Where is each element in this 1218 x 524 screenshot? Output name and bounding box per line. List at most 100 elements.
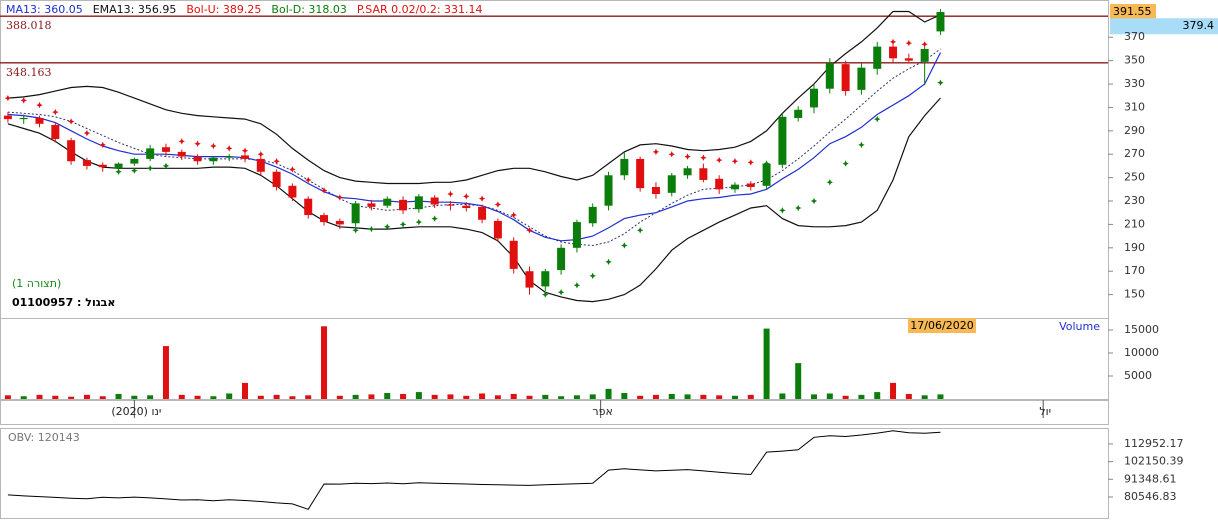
candle-body (778, 116, 787, 165)
candle-body (936, 12, 945, 32)
sar-point (684, 153, 691, 160)
volume-bar (257, 395, 264, 399)
sar-point (146, 165, 154, 172)
volume-bar (194, 395, 201, 399)
volume-bar (273, 394, 280, 399)
candle-body (272, 171, 281, 187)
candle-body (193, 156, 202, 162)
sar-point (747, 159, 754, 166)
volume-bar (162, 346, 169, 399)
candle-body (399, 199, 408, 211)
y-tick-label: 350 (1124, 54, 1145, 67)
sar-point (336, 194, 344, 201)
volume-bar (526, 395, 533, 399)
volume-bar (241, 382, 248, 399)
sar-point (447, 190, 454, 198)
volume-bar (921, 395, 928, 399)
candle-body (541, 271, 550, 287)
candle-body (525, 271, 534, 288)
volume-bar (20, 396, 27, 399)
legend-entry: Bol-D: 318.03 (271, 3, 346, 16)
security-name: 01100957 : אבגול (12, 296, 115, 309)
y-tick-label: 230 (1124, 194, 1145, 207)
sar-point (921, 41, 928, 48)
sar-point (83, 129, 91, 137)
candle-body (557, 247, 566, 271)
volume-bar (842, 395, 849, 399)
candle-body (746, 183, 755, 187)
sar-point (67, 118, 75, 125)
volume-bar (99, 396, 106, 399)
sar-point (874, 115, 881, 123)
x-tick-label: אפר (592, 405, 612, 418)
volume-bar (826, 393, 833, 399)
sar-point (415, 218, 423, 226)
candle-body (256, 158, 265, 172)
obv-title: OBV: 120143 (8, 431, 80, 444)
indicator-line (7, 52, 942, 242)
volume-bar (368, 394, 375, 399)
volume-bar (210, 396, 217, 399)
volume-bar (178, 394, 185, 399)
volume-bar (494, 395, 501, 399)
sar-point (542, 291, 549, 298)
volume-bar (652, 394, 659, 399)
candle-body (841, 64, 850, 92)
sar-point (384, 223, 391, 230)
legend-entry: EMA13: 356.95 (93, 3, 177, 16)
volume-bar (463, 395, 470, 399)
caption: (תצורה 1) (12, 277, 61, 290)
sar-point (431, 215, 438, 222)
candle-body (19, 117, 28, 120)
y-tick-label: 250 (1124, 171, 1145, 184)
volume-bar (447, 394, 454, 399)
sar-point (225, 145, 233, 152)
volume-title: Volume (1059, 320, 1100, 333)
volume-bar (795, 363, 802, 399)
sar-point (795, 204, 802, 212)
level-label: 388.018 (6, 19, 52, 32)
candle-body (794, 109, 803, 118)
sar-point (463, 193, 470, 200)
candle-body (478, 206, 487, 220)
sar-point (510, 211, 517, 219)
volume-bar (621, 393, 628, 399)
volume-bar (305, 395, 312, 399)
sar-point (652, 148, 660, 156)
candle-body (572, 222, 581, 248)
sar-point (115, 168, 122, 175)
candle-body (762, 163, 771, 186)
y-tick-label: 112952.17 (1124, 437, 1184, 450)
y-tick-label: 210 (1124, 217, 1145, 230)
price-label: 379.4 (1183, 19, 1215, 32)
sar-point (36, 101, 43, 109)
y-tick-label: 91348.61 (1124, 472, 1177, 485)
sar-point (842, 160, 849, 167)
y-tick-label: 5000 (1124, 369, 1152, 382)
candle-body (588, 206, 597, 224)
date-axis-frame (0, 400, 1109, 425)
volume-bar (573, 395, 580, 399)
sar-point (4, 94, 12, 102)
sar-point (273, 158, 280, 165)
candle-body (240, 155, 249, 159)
sar-point (826, 179, 834, 186)
price-panel-frame (0, 0, 1109, 400)
sar-point (937, 79, 944, 86)
sar-point (636, 227, 644, 234)
candle-body (825, 62, 834, 89)
candle-body (620, 158, 629, 176)
sar-point (557, 289, 565, 296)
legend-entry: MA13: 360.05 (6, 3, 83, 16)
candle-body (730, 184, 739, 190)
candle-body (335, 220, 344, 225)
volume-bar (905, 393, 912, 399)
obv-panel-frame (0, 428, 1109, 519)
candle-body (446, 204, 455, 206)
candle-body (604, 175, 613, 206)
y-tick-label: 290 (1124, 124, 1145, 137)
y-tick-label: 80546.83 (1124, 490, 1177, 503)
sar-point (399, 221, 407, 228)
sar-point (20, 97, 27, 104)
